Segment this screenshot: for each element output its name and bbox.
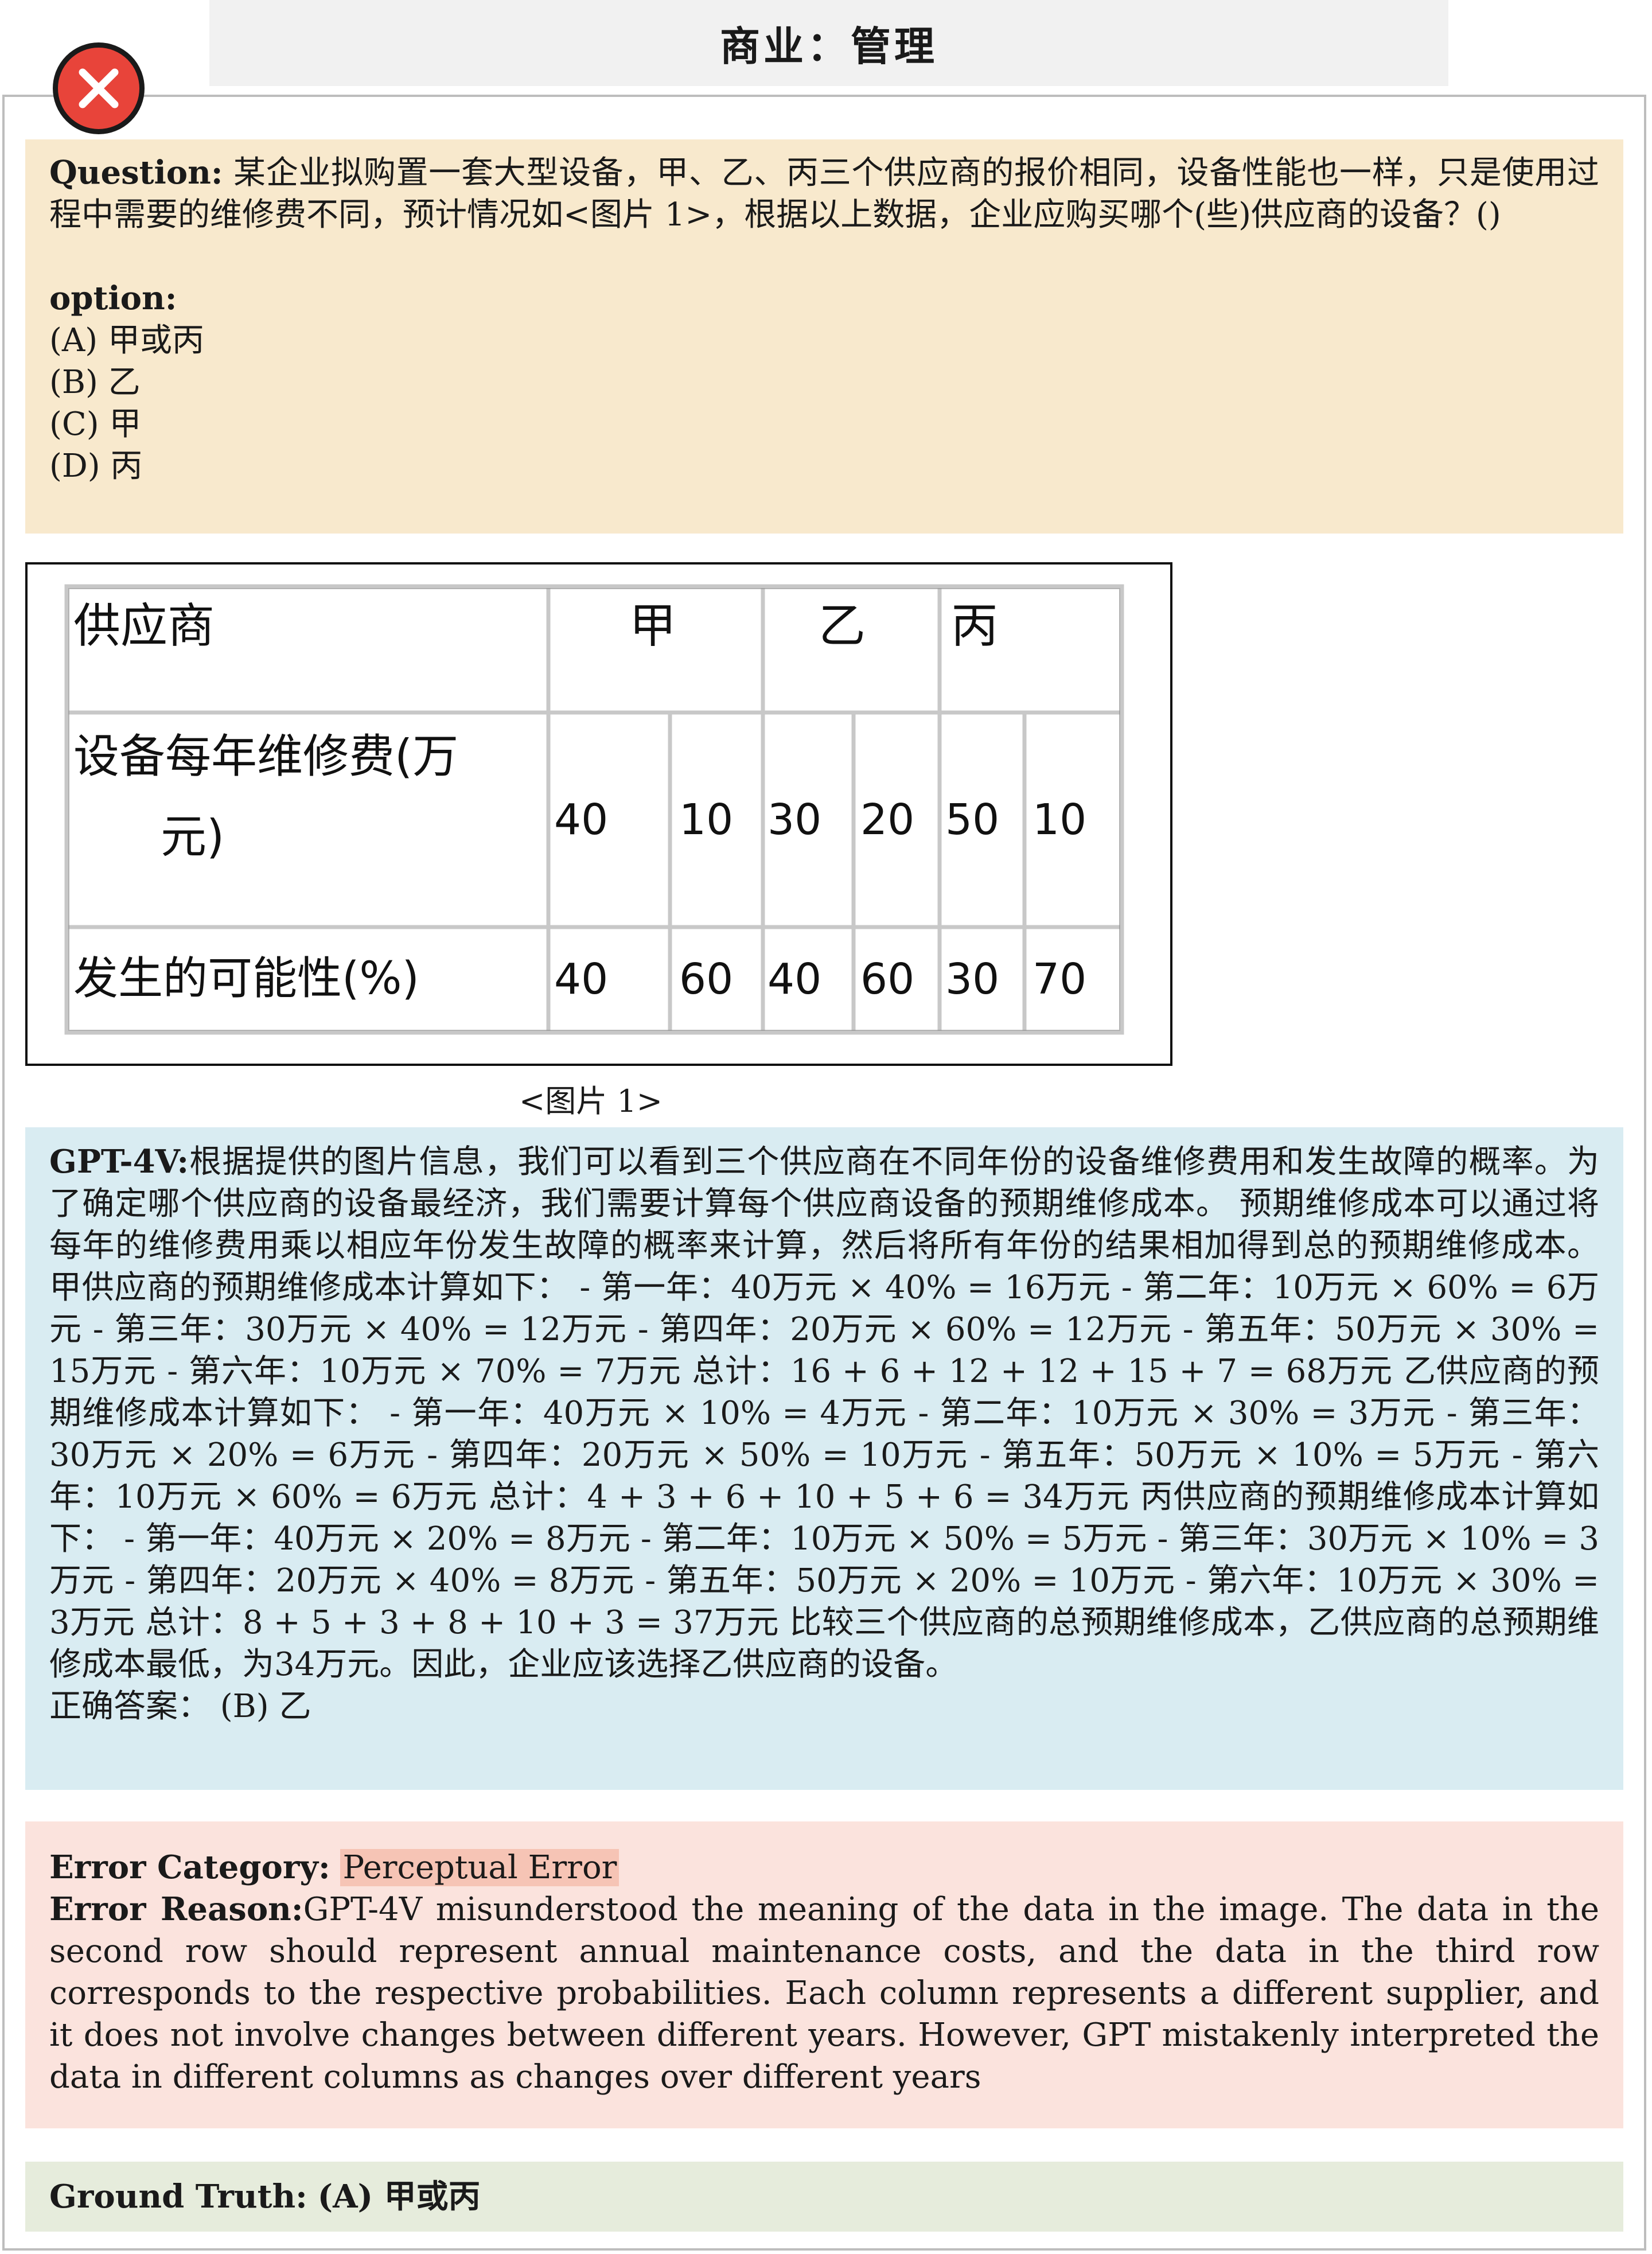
cost-cell: 30 [767, 795, 821, 844]
error-reason-text: GPT-4V misunderstood the meaning of the … [49, 1891, 1599, 2096]
prob-values: 40 60 40 60 30 70 [554, 955, 1086, 1004]
figure-image: 供应商 甲 乙 丙 设备每年维修费(万 元) 40 10 30 20 50 10… [25, 562, 1172, 1066]
question-label: Question: [49, 154, 223, 192]
prob-cell: 30 [945, 955, 999, 1004]
model-label: GPT-4V: [49, 1143, 189, 1181]
prob-cell: 70 [1032, 955, 1086, 1004]
option-a: (A) 甲或丙 [49, 322, 204, 359]
figure-caption: <图片 1> [519, 1083, 663, 1119]
cost-cell: 50 [945, 795, 999, 844]
cost-cell: 10 [1032, 795, 1086, 844]
page-title: 商业：管理 [209, 0, 1448, 86]
model-response-box: GPT-4V:根据提供的图片信息，我们可以看到三个供应商在不同年份的设备维修费用… [25, 1127, 1623, 1790]
close-icon [79, 68, 119, 108]
error-category-value: Perceptual Error [340, 1849, 620, 1886]
error-analysis-box: Error Category: Perceptual Error Error R… [25, 1821, 1623, 2128]
options-label: option: [49, 279, 177, 317]
model-response-text: 根据提供的图片信息，我们可以看到三个供应商在不同年份的设备维修费用和发生故障的概… [49, 1143, 1599, 1683]
cost-cell: 10 [679, 795, 733, 844]
ground-truth-box: Ground Truth: (A) 甲或丙 [25, 2162, 1623, 2232]
supplier-jia: 甲 [629, 599, 676, 653]
model-answer: 正确答案： (B) 乙 [49, 1688, 311, 1725]
error-reason-label: Error Reason: [49, 1890, 303, 1928]
table-header-label: 供应商 [73, 599, 215, 653]
supplier-table: 供应商 甲 乙 丙 设备每年维修费(万 元) 40 10 30 20 50 10… [64, 584, 1124, 1035]
prob-label: 发生的可能性(%) [73, 953, 419, 1005]
supplier-bing: 丙 [951, 599, 998, 653]
supplier-yi: 乙 [819, 599, 866, 653]
ground-truth-value: (A) 甲或丙 [317, 2177, 481, 2216]
error-badge [53, 42, 145, 134]
cost-cell: 20 [860, 795, 914, 844]
prob-cell: 40 [767, 955, 821, 1004]
question-text: 某企业拟购置一套大型设备，甲、乙、丙三个供应商的报价相同，设备性能也一样，只是使… [49, 154, 1599, 233]
error-category-label: Error Category: [49, 1848, 330, 1886]
prob-cell: 40 [554, 955, 608, 1004]
prob-cell: 60 [860, 955, 914, 1004]
table-grid [64, 584, 1124, 1035]
ground-truth-label: Ground Truth: [49, 2177, 307, 2216]
option-c: (C) 甲 [49, 406, 142, 443]
option-b: (B) 乙 [49, 364, 141, 401]
cost-label-line2: 元) [161, 810, 224, 863]
question-box: Question: 某企业拟购置一套大型设备，甲、乙、丙三个供应商的报价相同，设… [25, 139, 1623, 534]
cost-values: 40 10 30 20 50 10 [554, 795, 1086, 844]
cost-cell: 40 [554, 795, 608, 844]
cost-label-line1: 设备每年维修费(万 [73, 730, 458, 783]
prob-cell: 60 [679, 955, 733, 1004]
option-d: (D) 丙 [49, 447, 143, 485]
